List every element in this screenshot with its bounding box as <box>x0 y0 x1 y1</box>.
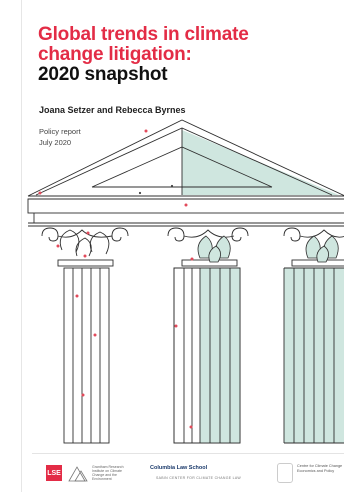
footer-divider <box>32 453 344 454</box>
cccep-logo-text: Centre for Climate Change Economics and … <box>297 464 344 473</box>
report-cover: Global trends in climate change litigati… <box>21 0 344 492</box>
temple-illustration <box>22 0 344 492</box>
cccep-logo-mark <box>277 463 293 483</box>
columbia-logo: Columbia Law School <box>150 465 207 471</box>
grantham-logo-text: Grantham Research Institute on Climate C… <box>92 465 132 481</box>
lse-logo: LSE <box>46 465 62 481</box>
sabin-center-logo: SABIN CENTER FOR CLIMATE CHANGE LAW <box>156 476 241 480</box>
